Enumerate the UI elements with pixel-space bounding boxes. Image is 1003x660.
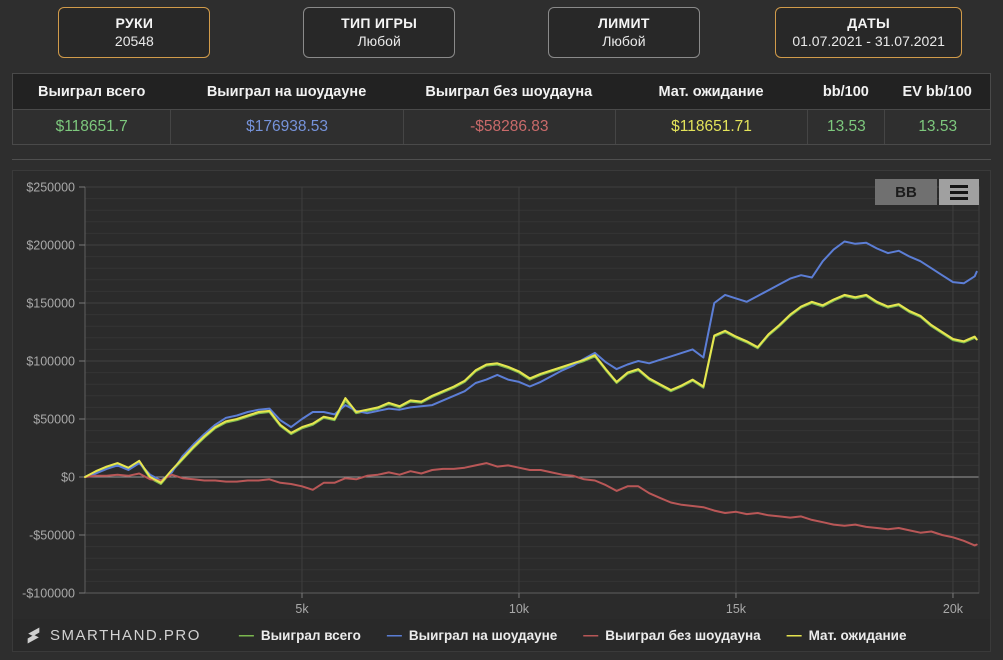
- legend-item-showdown-won[interactable]: — Выиграл на шоудауне: [386, 626, 558, 644]
- legend-item-expected-value[interactable]: — Мат. ожидание: [786, 626, 907, 644]
- y-axis-label: $200000: [26, 239, 75, 253]
- stat-header-nonshowdown-won: Выиграл без шоудауна: [425, 83, 593, 100]
- y-axis-label: $100000: [26, 355, 75, 369]
- legend-dash-icon: —: [786, 626, 802, 644]
- filter-value: Любой: [602, 33, 646, 49]
- legend-dash-icon: —: [583, 626, 599, 644]
- brand-text: SMARTHAND.PRO: [50, 626, 201, 644]
- y-axis-label: -$100000: [22, 587, 75, 601]
- stats-table: Выиграл всего Выиграл на шоудауне Выигра…: [12, 73, 991, 145]
- stat-header-expected-value: Мат. ожидание: [658, 83, 764, 100]
- legend-item-nonshowdown-won[interactable]: — Выиграл без шоудауна: [583, 626, 761, 644]
- section-divider: [12, 159, 991, 160]
- stat-header-showdown-won: Выиграл на шоудауне: [206, 83, 367, 100]
- stat-header-ev-bb100: EV bb/100: [902, 83, 972, 100]
- filter-value: 20548: [114, 33, 154, 49]
- y-axis-label: $150000: [26, 297, 75, 311]
- winnings-chart[interactable]: $250000 $200000 $150000 $100000 $50000 $0 -$50…: [13, 171, 990, 619]
- series-line-expected-value: [84, 293, 978, 484]
- plot-border: [84, 186, 980, 594]
- stat-header-bb100: bb/100: [822, 83, 869, 100]
- filter-label: ЛИМИТ: [598, 15, 650, 31]
- legend-dash-icon: —: [386, 626, 402, 644]
- stat-value-expected-value: $118651.71: [614, 110, 807, 144]
- filter-value: 01.07.2021 - 31.07.2021: [792, 33, 945, 49]
- smarthand-logo-icon: [27, 627, 40, 643]
- filter-button-game-type[interactable]: ТИП ИГРЫ Любой: [303, 7, 456, 58]
- legend-item-total-won[interactable]: — Выиграл всего: [238, 626, 361, 644]
- stat-value-total-won: $118651.7: [55, 118, 128, 135]
- x-axis-label: 15k: [726, 602, 747, 616]
- filter-button-dates[interactable]: ДАТЫ 01.07.2021 - 31.07.2021: [775, 7, 962, 58]
- series-line-showdown-won: [84, 240, 978, 482]
- x-axis-label: 5k: [295, 602, 309, 616]
- filter-label: ДАТЫ: [847, 15, 891, 31]
- bb-units-toggle-button[interactable]: BB: [875, 179, 937, 205]
- hamburger-icon: [950, 184, 968, 188]
- chart-menu-button[interactable]: [939, 179, 979, 205]
- filter-label: РУКИ: [115, 15, 154, 31]
- stat-header-total-won: Выиграл всего: [37, 83, 146, 100]
- stats-header-row: Выиграл всего Выиграл на шоудауне Выигра…: [13, 74, 990, 110]
- filter-value: Любой: [357, 33, 401, 49]
- stat-value-showdown-won: $176938.53: [170, 110, 403, 144]
- y-axis-label: -$50000: [29, 529, 75, 543]
- y-axis-label: $250000: [26, 181, 75, 195]
- legend-dash-icon: —: [238, 626, 254, 644]
- stats-values-row: $118651.7 $176938.53 -$58286.83 $118651.…: [13, 110, 990, 144]
- chart-panel: $250000 $200000 $150000 $100000 $50000 $0 -$50…: [12, 170, 991, 652]
- series-line-total-won: [84, 295, 978, 485]
- x-axis-label: 10k: [509, 602, 530, 616]
- y-axis-label: $0: [61, 471, 75, 485]
- filter-row: РУКИ 20548 ТИП ИГРЫ Любой ЛИМИТ Любой ДА…: [0, 0, 1003, 64]
- filter-label: ТИП ИГРЫ: [341, 15, 418, 31]
- filter-button-limit[interactable]: ЛИМИТ Любой: [547, 7, 700, 58]
- chart-footer: SMARTHAND.PRO — Выиграл всего — Выиграл …: [13, 619, 990, 651]
- y-axis-label: $50000: [33, 413, 75, 427]
- chart-legend: — Выиграл всего — Выиграл на шоудауне — …: [239, 628, 907, 643]
- stat-value-ev-bb100: 13.53: [884, 110, 990, 144]
- filter-button-hands[interactable]: РУКИ 20548: [58, 7, 211, 58]
- stat-value-nonshowdown-won: -$58286.83: [402, 110, 615, 144]
- stat-value-bb100: 13.53: [807, 110, 884, 144]
- brand: SMARTHAND.PRO: [25, 627, 201, 644]
- x-axis-label: 20k: [943, 602, 964, 616]
- chart-controls: BB: [875, 179, 979, 205]
- series-line-nonshowdown-won: [84, 462, 978, 547]
